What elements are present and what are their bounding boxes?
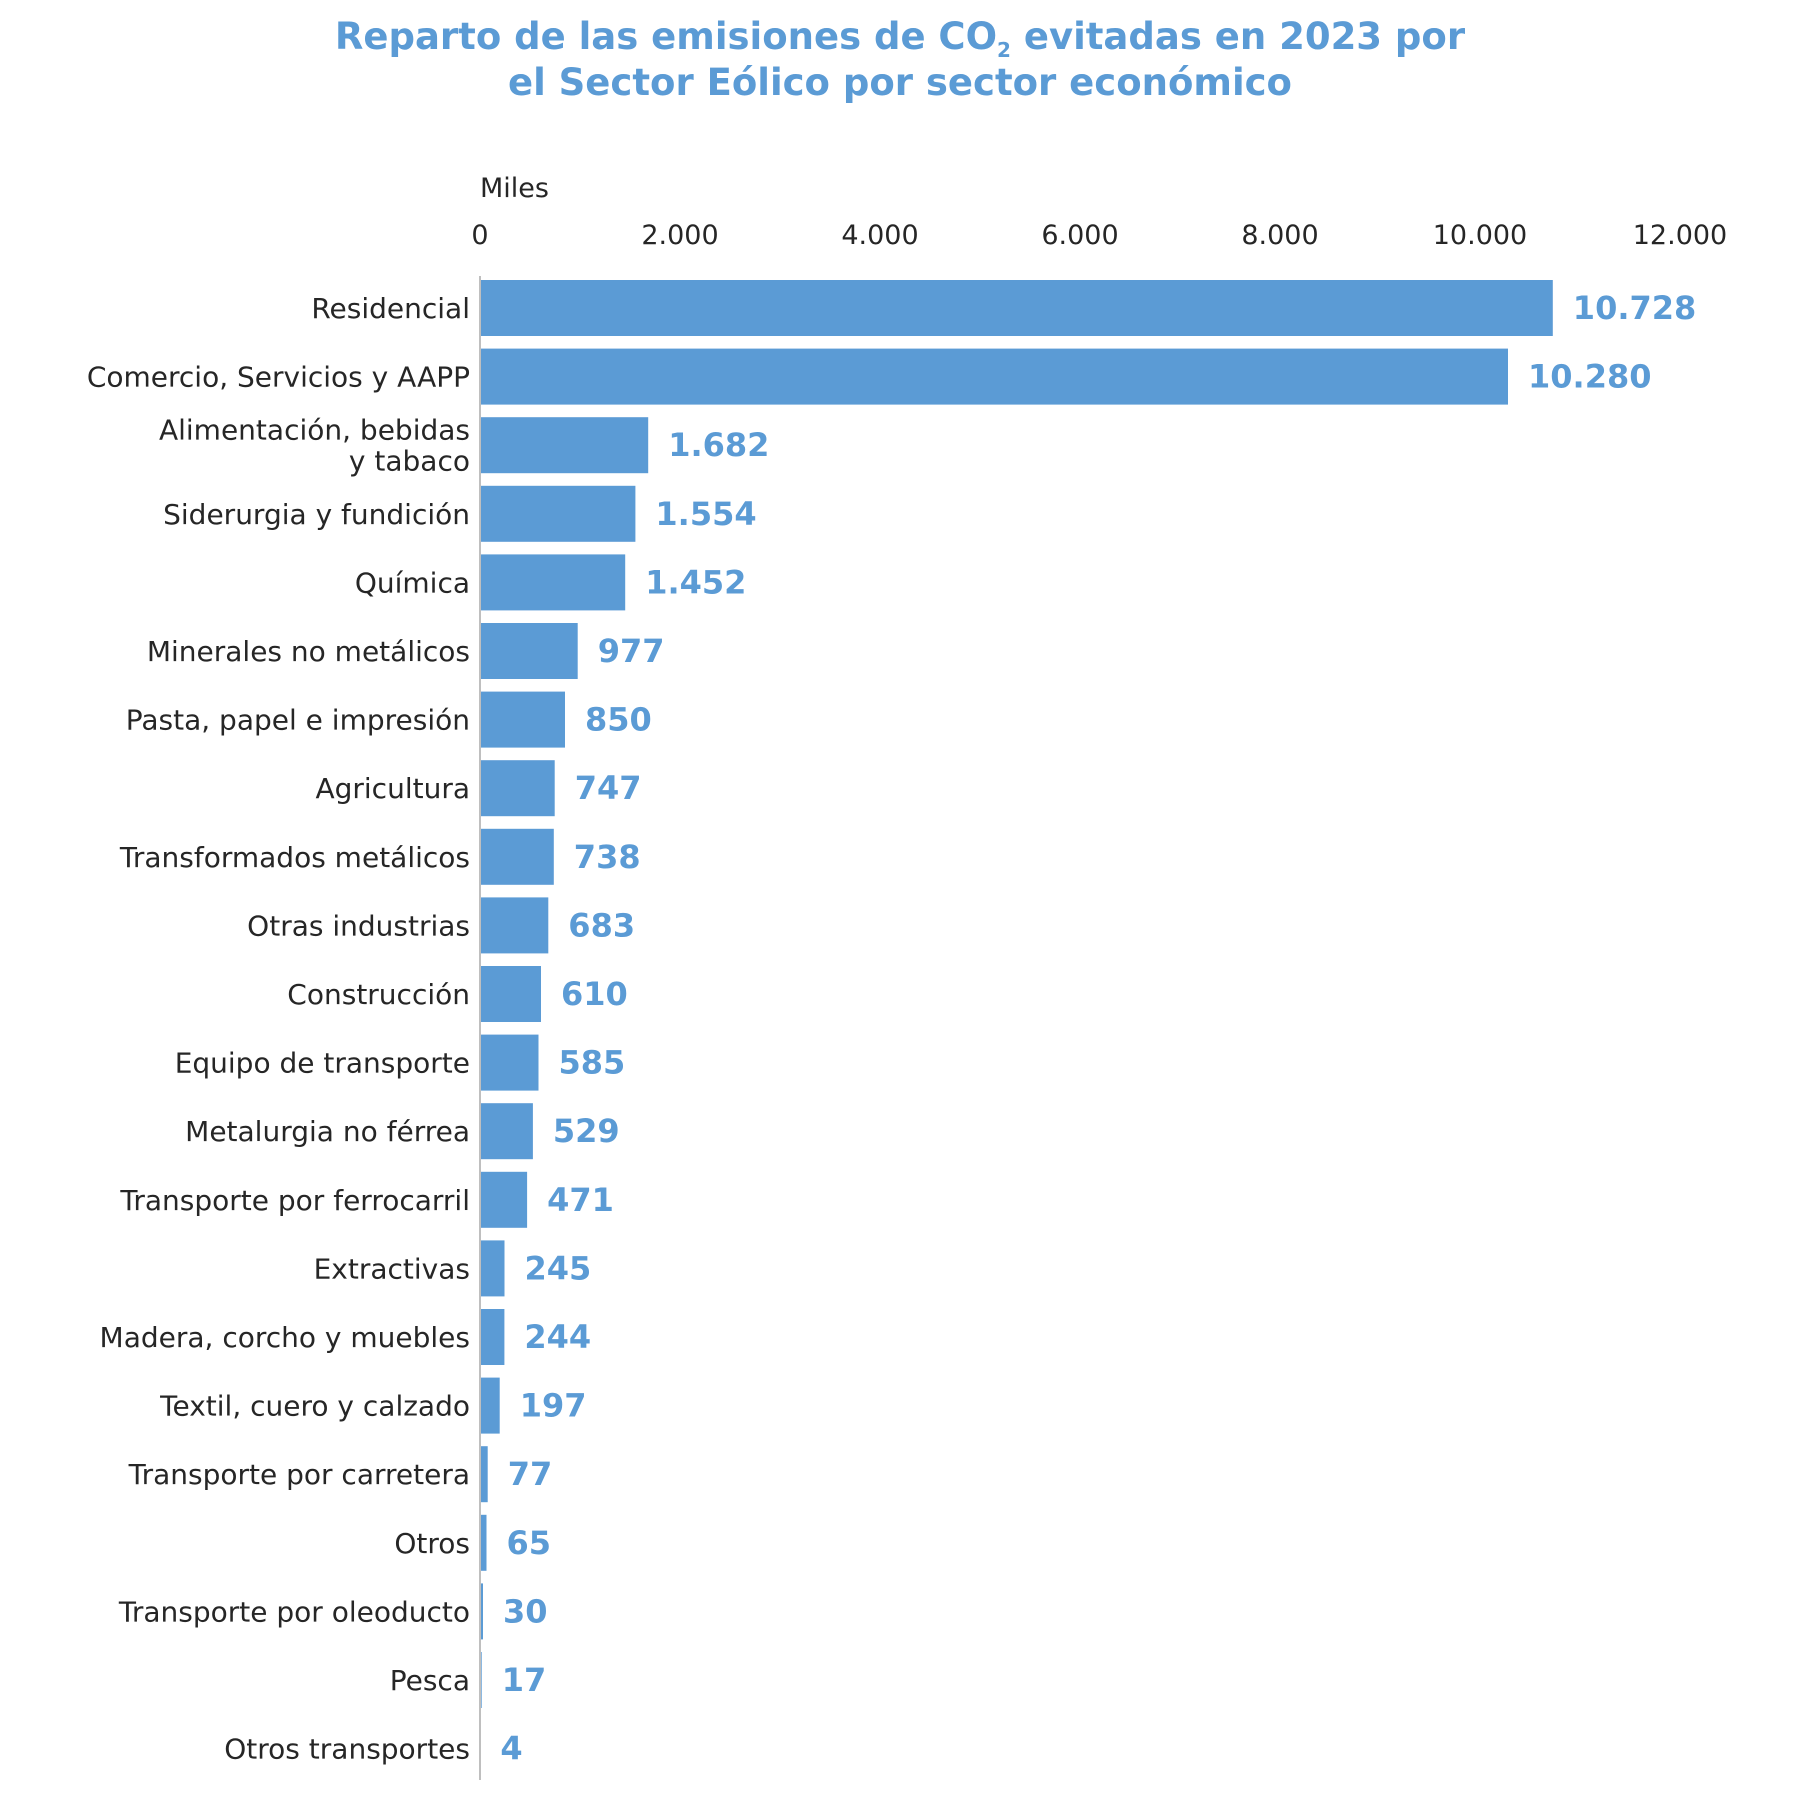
- bar: [480, 897, 549, 954]
- category-label: Residencial: [311, 292, 470, 325]
- category-label-line: Alimentación, bebidas: [159, 414, 470, 447]
- bar: [480, 1583, 483, 1640]
- category-label: Transporte por carretera: [128, 1458, 470, 1491]
- chart-title: Reparto de las emisiones de CO2 evitadas…: [0, 14, 1800, 106]
- bar: [480, 485, 636, 542]
- data-label: 1.554: [655, 495, 756, 533]
- category-label: Otros: [394, 1527, 470, 1560]
- category-label: Siderurgia y fundición: [163, 498, 470, 531]
- data-label: 1.452: [645, 563, 746, 601]
- data-label: 1.682: [668, 426, 769, 464]
- data-label: 77: [508, 1455, 553, 1493]
- category-label: Equipo de transporte: [175, 1047, 470, 1080]
- category-label: Metalurgia no férrea: [185, 1115, 470, 1148]
- bars: [480, 280, 1553, 1777]
- x-tick-label: 6.000: [1041, 220, 1118, 251]
- x-tick-label: 4.000: [841, 220, 918, 251]
- x-axis-ticks: 0 2.000 4.000 6.000 8.000 10.000 12.000: [471, 220, 1727, 251]
- data-label: 245: [525, 1249, 592, 1287]
- data-label: 850: [585, 701, 652, 739]
- data-label: 529: [553, 1112, 620, 1150]
- bar: [480, 691, 565, 748]
- x-tick-label: 0: [471, 220, 488, 251]
- category-label: Construcción: [287, 978, 470, 1011]
- data-label: 610: [561, 975, 628, 1013]
- data-label: 30: [503, 1592, 548, 1630]
- category-label: Textil, cuero y calzado: [159, 1390, 470, 1423]
- bar: [480, 348, 1508, 405]
- category-label: Otras industrias: [247, 909, 470, 942]
- x-tick-label: 8.000: [1241, 220, 1318, 251]
- value-labels: 10.728 10.280 1.682 1.554 1.452 977 850 747 738 6…: [500, 289, 1696, 1768]
- x-tick-label: 10.000: [1433, 220, 1527, 251]
- data-label: 738: [574, 838, 641, 876]
- data-label: 683: [568, 906, 635, 944]
- category-label: Pesca: [390, 1664, 470, 1697]
- bar: [480, 1377, 500, 1434]
- data-label: 244: [524, 1318, 591, 1356]
- category-label: Extractivas: [314, 1252, 470, 1285]
- category-label: Transformados metálicos: [119, 841, 470, 874]
- category-labels: Residencial Comercio, Servicios y AAPP Ali…: [87, 292, 470, 1766]
- title-line-2: el Sector Eólico por sector económico: [508, 61, 1292, 104]
- bar: [480, 966, 541, 1022]
- category-label: Comercio, Servicios y AAPP: [87, 361, 470, 394]
- category-label: Transporte por oleoducto: [118, 1595, 470, 1628]
- bar: [480, 623, 578, 679]
- bar: [480, 554, 626, 611]
- data-label: 4: [500, 1730, 522, 1768]
- category-label: Pasta, papel e impresión: [126, 704, 470, 737]
- bar: [480, 1446, 488, 1503]
- bar: [480, 1103, 533, 1160]
- category-label-line: y tabaco: [349, 445, 470, 478]
- x-tick-label: 12.000: [1633, 220, 1727, 251]
- bar: [480, 1309, 505, 1365]
- category-label: Otros transportes: [224, 1733, 470, 1766]
- data-label: 10.728: [1573, 289, 1696, 327]
- title-part-2: evitadas en 2023 por: [1010, 15, 1466, 58]
- title-part-1: Reparto de las emisiones de CO: [334, 15, 998, 58]
- data-label: 197: [520, 1387, 587, 1425]
- bar: [480, 417, 649, 474]
- bar: [480, 760, 555, 817]
- title-subscript: 2: [997, 38, 1011, 62]
- data-label: 977: [598, 632, 665, 670]
- data-label: 585: [559, 1044, 626, 1082]
- category-label: Alimentación, bebidas y tabaco: [159, 414, 470, 478]
- data-label: 747: [575, 769, 642, 807]
- data-label: 17: [502, 1661, 547, 1699]
- category-label: Madera, corcho y muebles: [100, 1321, 470, 1354]
- category-label: Transporte por ferrocarril: [119, 1184, 470, 1217]
- title-line-1: Reparto de las emisiones de CO2 evitadas…: [0, 14, 1800, 60]
- data-label: 65: [507, 1524, 552, 1562]
- x-tick-label: 2.000: [641, 220, 718, 251]
- x-axis-unit-label: Miles: [480, 173, 549, 204]
- bar: [480, 1034, 539, 1091]
- category-label: Agricultura: [315, 772, 470, 805]
- bar: [480, 1171, 528, 1228]
- bar: [480, 280, 1553, 336]
- bar: [480, 1240, 505, 1297]
- data-label: 10.280: [1528, 358, 1651, 396]
- category-label: Química: [355, 566, 470, 599]
- bar: [480, 828, 554, 885]
- data-label: 471: [547, 1181, 614, 1219]
- bar: [480, 1514, 487, 1571]
- category-label: Minerales no metálicos: [147, 635, 470, 668]
